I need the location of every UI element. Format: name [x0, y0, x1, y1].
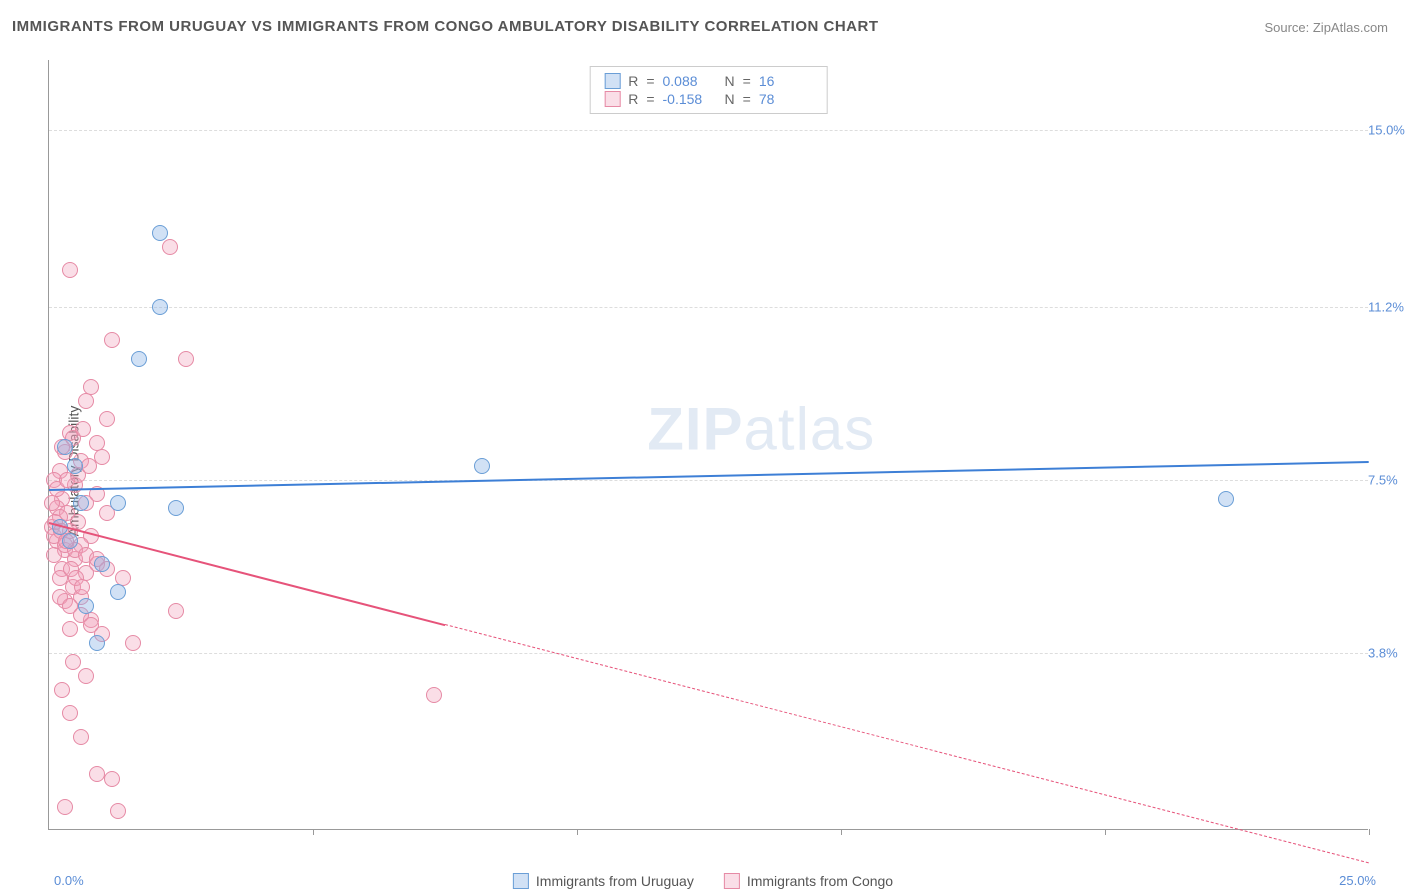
- scatter-marker: [104, 771, 120, 787]
- watermark-zip: ZIP: [647, 396, 743, 463]
- swatch-uruguay: [604, 73, 620, 89]
- n-value-congo: 78: [759, 91, 813, 107]
- n-label: N: [725, 91, 735, 107]
- scatter-marker: [104, 332, 120, 348]
- regression-line: [49, 461, 1369, 491]
- scatter-marker: [162, 239, 178, 255]
- gridline: [49, 307, 1368, 308]
- scatter-marker: [94, 449, 110, 465]
- scatter-marker: [99, 411, 115, 427]
- scatter-marker: [67, 458, 83, 474]
- scatter-marker: [62, 705, 78, 721]
- legend-item-congo: Immigrants from Congo: [724, 873, 893, 889]
- n-value-uruguay: 16: [759, 73, 813, 89]
- swatch-uruguay: [513, 873, 529, 889]
- regression-line: [445, 624, 1369, 863]
- source-attribution: Source: ZipAtlas.com: [1264, 20, 1388, 35]
- gridline: [49, 480, 1368, 481]
- gridline: [49, 130, 1368, 131]
- gridline: [49, 653, 1368, 654]
- scatter-marker: [152, 225, 168, 241]
- scatter-marker: [62, 621, 78, 637]
- x-tick: [841, 829, 842, 835]
- x-tick: [577, 829, 578, 835]
- y-tick-label: 15.0%: [1368, 123, 1406, 138]
- scatter-marker: [168, 500, 184, 516]
- scatter-marker: [57, 799, 73, 815]
- scatter-marker: [65, 654, 81, 670]
- x-tick: [1105, 829, 1106, 835]
- scatter-marker: [75, 421, 91, 437]
- x-max-label: 25.0%: [1339, 873, 1376, 888]
- equals-sign: =: [743, 91, 751, 107]
- x-tick: [313, 829, 314, 835]
- equals-sign: =: [743, 73, 751, 89]
- scatter-marker: [125, 635, 141, 651]
- legend-row-uruguay: R = 0.088 N = 16: [604, 72, 813, 90]
- legend-label-uruguay: Immigrants from Uruguay: [536, 873, 694, 889]
- chart-container: Ambulatory Disability ZIPatlas R = 0.088…: [0, 50, 1406, 892]
- y-tick-label: 11.2%: [1368, 300, 1406, 315]
- scatter-marker: [1218, 491, 1234, 507]
- swatch-congo: [604, 91, 620, 107]
- scatter-marker: [62, 262, 78, 278]
- scatter-marker: [94, 556, 110, 572]
- r-label: R: [628, 73, 638, 89]
- legend-row-congo: R = -0.158 N = 78: [604, 90, 813, 108]
- x-min-label: 0.0%: [54, 873, 84, 888]
- scatter-marker: [78, 393, 94, 409]
- scatter-marker: [152, 299, 168, 315]
- r-value-congo: -0.158: [663, 91, 717, 107]
- watermark: ZIPatlas: [647, 395, 875, 464]
- scatter-marker: [110, 495, 126, 511]
- scatter-marker: [73, 495, 89, 511]
- scatter-marker: [74, 579, 90, 595]
- scatter-marker: [54, 682, 70, 698]
- plot-area: ZIPatlas R = 0.088 N = 16 R = -0.158 N =…: [48, 60, 1368, 830]
- scatter-marker: [78, 668, 94, 684]
- equals-sign: =: [646, 91, 654, 107]
- r-label: R: [628, 91, 638, 107]
- scatter-marker: [426, 687, 442, 703]
- n-label: N: [725, 73, 735, 89]
- legend-label-congo: Immigrants from Congo: [747, 873, 893, 889]
- scatter-marker: [168, 603, 184, 619]
- watermark-atlas: atlas: [744, 396, 876, 463]
- x-tick: [1369, 829, 1370, 835]
- y-tick-label: 3.8%: [1368, 645, 1406, 660]
- correlation-legend: R = 0.088 N = 16 R = -0.158 N = 78: [589, 66, 828, 114]
- legend-item-uruguay: Immigrants from Uruguay: [513, 873, 694, 889]
- swatch-congo: [724, 873, 740, 889]
- scatter-marker: [131, 351, 147, 367]
- scatter-marker: [78, 598, 94, 614]
- scatter-marker: [62, 533, 78, 549]
- series-legend: Immigrants from Uruguay Immigrants from …: [513, 873, 893, 889]
- scatter-marker: [89, 766, 105, 782]
- scatter-marker: [73, 729, 89, 745]
- scatter-marker: [110, 584, 126, 600]
- equals-sign: =: [646, 73, 654, 89]
- scatter-marker: [89, 635, 105, 651]
- scatter-marker: [57, 439, 73, 455]
- scatter-marker: [178, 351, 194, 367]
- scatter-marker: [474, 458, 490, 474]
- scatter-marker: [44, 495, 60, 511]
- y-tick-label: 7.5%: [1368, 473, 1406, 488]
- r-value-uruguay: 0.088: [663, 73, 717, 89]
- chart-title: IMMIGRANTS FROM URUGUAY VS IMMIGRANTS FR…: [12, 18, 879, 35]
- scatter-marker: [110, 803, 126, 819]
